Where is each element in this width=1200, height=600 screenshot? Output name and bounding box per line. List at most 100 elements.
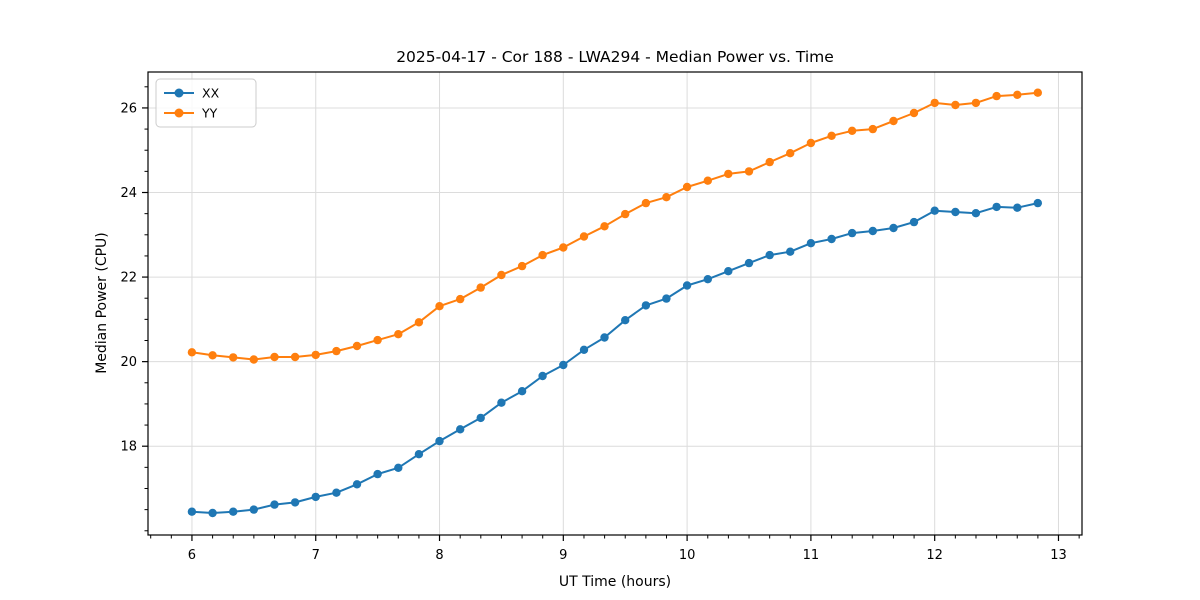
- legend-label-yy: YY: [201, 106, 218, 121]
- data-point-yy: [208, 351, 217, 360]
- tick-layer: 6 7 8 9 10 11 12 13 18 20 22 24 26: [120, 86, 1080, 563]
- data-point-yy: [290, 352, 300, 362]
- data-point-xx: [559, 360, 568, 370]
- data-point-xx: [806, 239, 816, 248]
- legend-label-xx: XX: [202, 86, 220, 101]
- series-line-yy: [190, 91, 1039, 361]
- data-point-yy: [868, 124, 877, 134]
- data-point-xx: [270, 500, 279, 509]
- data-point-xx: [538, 371, 547, 381]
- x-tick-label: 6: [188, 548, 196, 563]
- data-point-yy: [662, 193, 671, 202]
- data-point-yy: [373, 335, 382, 345]
- x-tick-label: 11: [803, 548, 820, 563]
- legend-marker-xx-icon: [174, 88, 184, 98]
- chart-title: 2025-04-17 - Cor 188 - LWA294 - Median P…: [396, 48, 834, 66]
- x-axis-label: UT Time (hours): [559, 574, 671, 590]
- data-point-xx: [1013, 203, 1022, 212]
- data-point-yy: [930, 98, 939, 108]
- data-point-yy: [270, 352, 279, 362]
- data-point-xx: [456, 425, 465, 434]
- data-point-yy: [352, 341, 362, 351]
- data-point-yy: [827, 131, 836, 140]
- data-point-xx: [827, 234, 836, 244]
- data-point-yy: [187, 348, 197, 357]
- data-point-yy: [229, 353, 238, 362]
- data-point-yy: [682, 182, 692, 192]
- data-point-xx: [229, 507, 238, 516]
- data-point-yy: [641, 198, 651, 208]
- data-point-xx: [414, 450, 424, 459]
- data-point-xx: [786, 247, 795, 256]
- data-point-yy: [847, 126, 857, 135]
- data-point-yy: [744, 167, 754, 176]
- data-point-yy: [311, 350, 320, 360]
- data-point-xx: [662, 294, 671, 303]
- data-point-yy: [476, 283, 485, 292]
- data-point-yy: [909, 108, 919, 118]
- data-point-xx: [641, 301, 651, 310]
- data-point-yy: [1013, 90, 1022, 100]
- data-point-xx: [909, 217, 919, 227]
- data-point-yy: [579, 232, 589, 241]
- data-point-xx: [373, 469, 382, 479]
- data-point-xx: [930, 206, 939, 215]
- x-tick-label: 12: [926, 548, 943, 563]
- y-tick-label: 24: [120, 186, 137, 201]
- series-layer: [187, 88, 1043, 518]
- data-point-xx: [1033, 198, 1043, 208]
- data-point-yy: [414, 318, 424, 327]
- data-point-xx: [476, 413, 485, 423]
- data-point-xx: [394, 463, 403, 472]
- data-point-xx: [971, 209, 981, 218]
- data-point-xx: [332, 488, 341, 497]
- data-point-xx: [600, 333, 609, 342]
- data-point-xx: [435, 436, 444, 446]
- data-point-xx: [889, 223, 898, 233]
- data-point-xx: [579, 345, 589, 354]
- legend-marker-yy-icon: [174, 108, 184, 118]
- data-point-xx: [249, 505, 258, 514]
- data-point-yy: [724, 169, 733, 179]
- x-tick-label: 13: [1050, 548, 1067, 563]
- data-point-xx: [744, 258, 754, 268]
- data-point-xx: [682, 281, 692, 290]
- series-line-xx: [190, 202, 1039, 514]
- data-point-yy: [249, 355, 258, 364]
- data-point-yy: [517, 261, 527, 271]
- data-point-xx: [311, 492, 320, 502]
- data-point-xx: [497, 398, 506, 407]
- y-tick-label: 22: [120, 271, 137, 286]
- data-point-yy: [1033, 88, 1043, 97]
- data-point-yy: [951, 100, 960, 110]
- data-point-xx: [951, 207, 960, 217]
- data-point-xx: [868, 226, 877, 236]
- data-point-yy: [992, 91, 1001, 101]
- data-point-xx: [290, 498, 300, 507]
- data-point-yy: [889, 116, 898, 126]
- data-point-xx: [352, 480, 362, 489]
- y-tick-label: 26: [120, 101, 137, 116]
- data-point-yy: [559, 243, 568, 252]
- data-point-xx: [208, 508, 217, 518]
- data-point-yy: [971, 98, 981, 108]
- data-point-yy: [538, 250, 547, 260]
- data-point-yy: [497, 270, 506, 280]
- x-tick-label: 7: [312, 548, 320, 563]
- plot-border: [147, 71, 1083, 536]
- data-point-yy: [621, 209, 630, 219]
- x-tick-label: 9: [559, 548, 567, 563]
- x-tick-label: 8: [435, 548, 443, 563]
- data-point-yy: [456, 294, 465, 304]
- data-point-yy: [600, 222, 609, 231]
- data-point-yy: [394, 330, 403, 339]
- y-tick-label: 20: [120, 355, 137, 370]
- data-point-xx: [992, 202, 1001, 212]
- legend: XX YY: [155, 78, 257, 128]
- data-point-yy: [435, 302, 444, 311]
- y-tick-label: 18: [120, 440, 137, 455]
- data-point-xx: [621, 316, 630, 325]
- data-point-yy: [332, 346, 341, 356]
